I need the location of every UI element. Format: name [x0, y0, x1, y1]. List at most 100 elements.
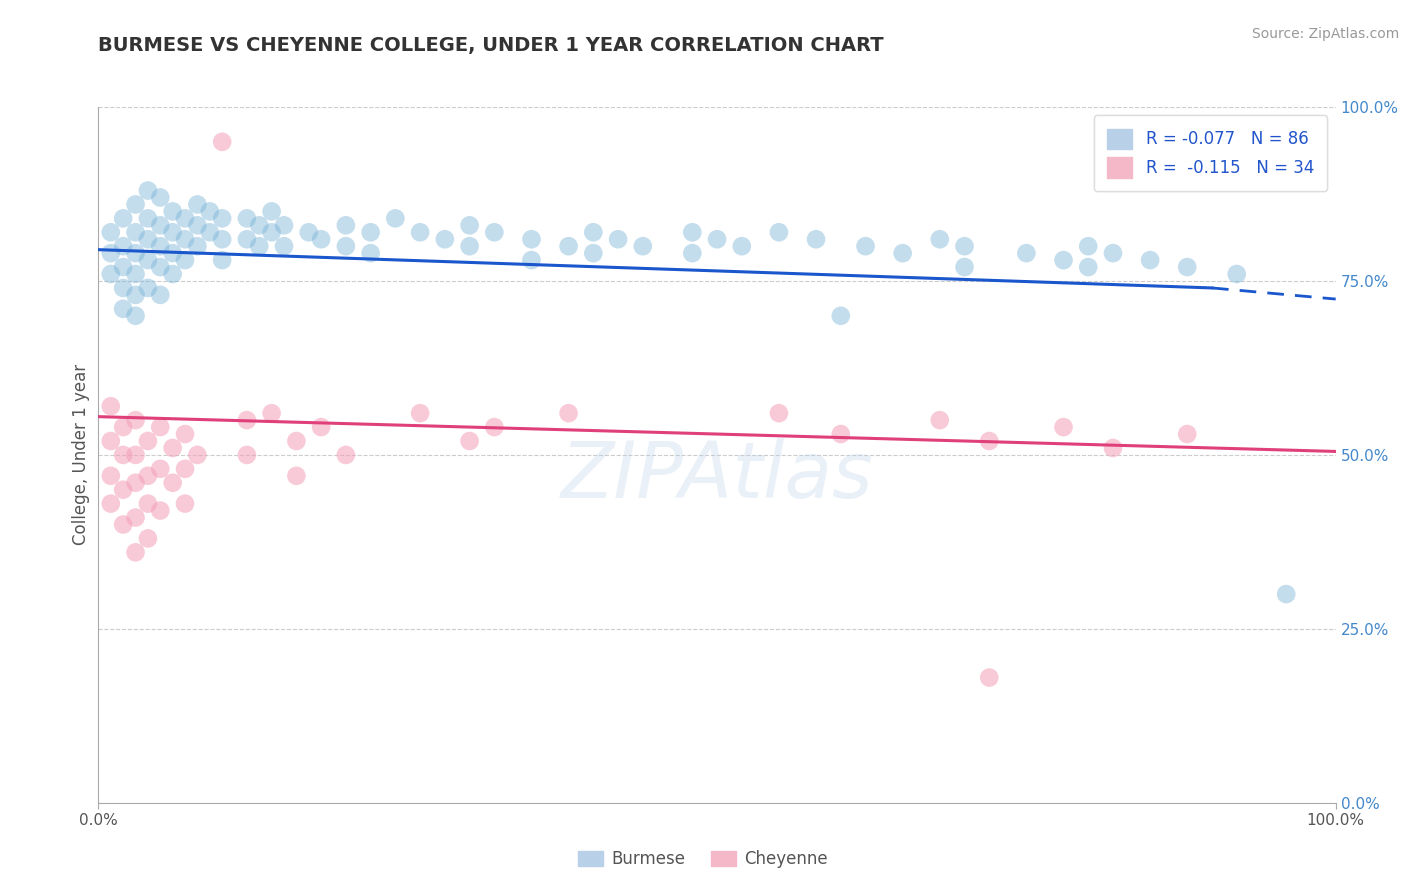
Point	[1052, 253, 1074, 268]
Point	[631, 239, 654, 253]
Point	[136, 281, 159, 295]
Point	[1077, 239, 1099, 253]
Point	[174, 427, 197, 442]
Point	[149, 420, 172, 434]
Point	[149, 503, 172, 517]
Point	[953, 239, 976, 253]
Point	[100, 267, 122, 281]
Point	[112, 260, 135, 274]
Point	[136, 497, 159, 511]
Point	[335, 219, 357, 233]
Text: ZIPAtlas: ZIPAtlas	[561, 438, 873, 514]
Point	[298, 225, 321, 239]
Point	[100, 225, 122, 239]
Point	[520, 253, 543, 268]
Point	[484, 420, 506, 434]
Point	[124, 510, 146, 524]
Point	[124, 225, 146, 239]
Point	[458, 434, 481, 448]
Text: Source: ZipAtlas.com: Source: ZipAtlas.com	[1251, 27, 1399, 41]
Point	[1077, 260, 1099, 274]
Legend: R = -0.077   N = 86, R =  -0.115   N = 34: R = -0.077 N = 86, R = -0.115 N = 34	[1094, 115, 1327, 191]
Point	[136, 184, 159, 198]
Point	[247, 219, 270, 233]
Point	[211, 253, 233, 268]
Point	[1175, 260, 1198, 274]
Point	[112, 301, 135, 316]
Point	[211, 232, 233, 246]
Point	[174, 462, 197, 476]
Point	[100, 246, 122, 260]
Point	[384, 211, 406, 226]
Point	[211, 211, 233, 226]
Point	[112, 517, 135, 532]
Point	[136, 253, 159, 268]
Point	[681, 246, 703, 260]
Point	[149, 190, 172, 204]
Point	[309, 420, 332, 434]
Point	[731, 239, 754, 253]
Point	[484, 225, 506, 239]
Point	[557, 406, 579, 420]
Point	[124, 545, 146, 559]
Point	[186, 448, 208, 462]
Point	[112, 239, 135, 253]
Point	[100, 468, 122, 483]
Point	[162, 441, 184, 455]
Point	[100, 399, 122, 413]
Point	[953, 260, 976, 274]
Point	[124, 267, 146, 281]
Point	[112, 483, 135, 497]
Point	[124, 288, 146, 302]
Point	[174, 497, 197, 511]
Point	[247, 239, 270, 253]
Point	[285, 434, 308, 448]
Point	[174, 211, 197, 226]
Point	[236, 211, 259, 226]
Point	[1175, 427, 1198, 442]
Point	[360, 246, 382, 260]
Point	[136, 232, 159, 246]
Point	[149, 260, 172, 274]
Point	[174, 232, 197, 246]
Point	[1052, 420, 1074, 434]
Point	[136, 434, 159, 448]
Point	[979, 671, 1001, 685]
Point	[124, 246, 146, 260]
Point	[100, 497, 122, 511]
Text: BURMESE VS CHEYENNE COLLEGE, UNDER 1 YEAR CORRELATION CHART: BURMESE VS CHEYENNE COLLEGE, UNDER 1 YEA…	[98, 36, 884, 54]
Point	[162, 225, 184, 239]
Point	[1226, 267, 1249, 281]
Point	[520, 232, 543, 246]
Point	[1102, 441, 1125, 455]
Point	[582, 225, 605, 239]
Point	[928, 413, 950, 427]
Point	[186, 197, 208, 211]
Point	[1102, 246, 1125, 260]
Legend: Burmese, Cheyenne: Burmese, Cheyenne	[572, 844, 834, 875]
Point	[136, 211, 159, 226]
Point	[149, 462, 172, 476]
Point	[335, 239, 357, 253]
Point	[557, 239, 579, 253]
Point	[186, 239, 208, 253]
Point	[198, 204, 221, 219]
Point	[162, 267, 184, 281]
Point	[149, 219, 172, 233]
Point	[855, 239, 877, 253]
Point	[335, 448, 357, 462]
Point	[162, 475, 184, 490]
Point	[236, 448, 259, 462]
Point	[149, 239, 172, 253]
Point	[979, 434, 1001, 448]
Point	[112, 211, 135, 226]
Point	[768, 406, 790, 420]
Point	[1275, 587, 1298, 601]
Point	[186, 219, 208, 233]
Point	[198, 225, 221, 239]
Point	[928, 232, 950, 246]
Point	[582, 246, 605, 260]
Point	[149, 288, 172, 302]
Point	[124, 197, 146, 211]
Point	[100, 434, 122, 448]
